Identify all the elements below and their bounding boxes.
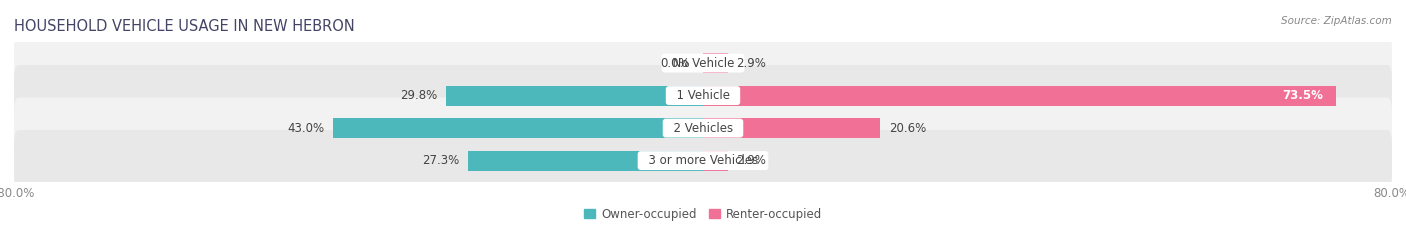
Text: No Vehicle: No Vehicle [665,57,741,70]
Bar [703,86,1336,106]
Text: 20.6%: 20.6% [889,122,927,135]
Bar [333,118,703,138]
Bar [703,151,728,171]
Text: 2.9%: 2.9% [737,57,766,70]
Text: Source: ZipAtlas.com: Source: ZipAtlas.com [1281,16,1392,26]
Text: 27.3%: 27.3% [422,154,460,167]
Text: 43.0%: 43.0% [287,122,323,135]
Bar [703,118,880,138]
Text: 2 Vehicles: 2 Vehicles [665,122,741,135]
Text: 3 or more Vehicles: 3 or more Vehicles [641,154,765,167]
FancyBboxPatch shape [14,65,1392,126]
Text: 0.0%: 0.0% [661,57,690,70]
Bar [446,86,703,106]
FancyBboxPatch shape [14,33,1392,94]
FancyBboxPatch shape [14,98,1392,159]
Bar [468,151,703,171]
Text: 29.8%: 29.8% [401,89,437,102]
Text: 2.9%: 2.9% [737,154,766,167]
Legend: Owner-occupied, Renter-occupied: Owner-occupied, Renter-occupied [583,208,823,221]
Text: HOUSEHOLD VEHICLE USAGE IN NEW HEBRON: HOUSEHOLD VEHICLE USAGE IN NEW HEBRON [14,19,354,34]
FancyBboxPatch shape [14,130,1392,191]
Text: 1 Vehicle: 1 Vehicle [669,89,737,102]
Text: 73.5%: 73.5% [1282,89,1323,102]
Bar [703,53,728,73]
